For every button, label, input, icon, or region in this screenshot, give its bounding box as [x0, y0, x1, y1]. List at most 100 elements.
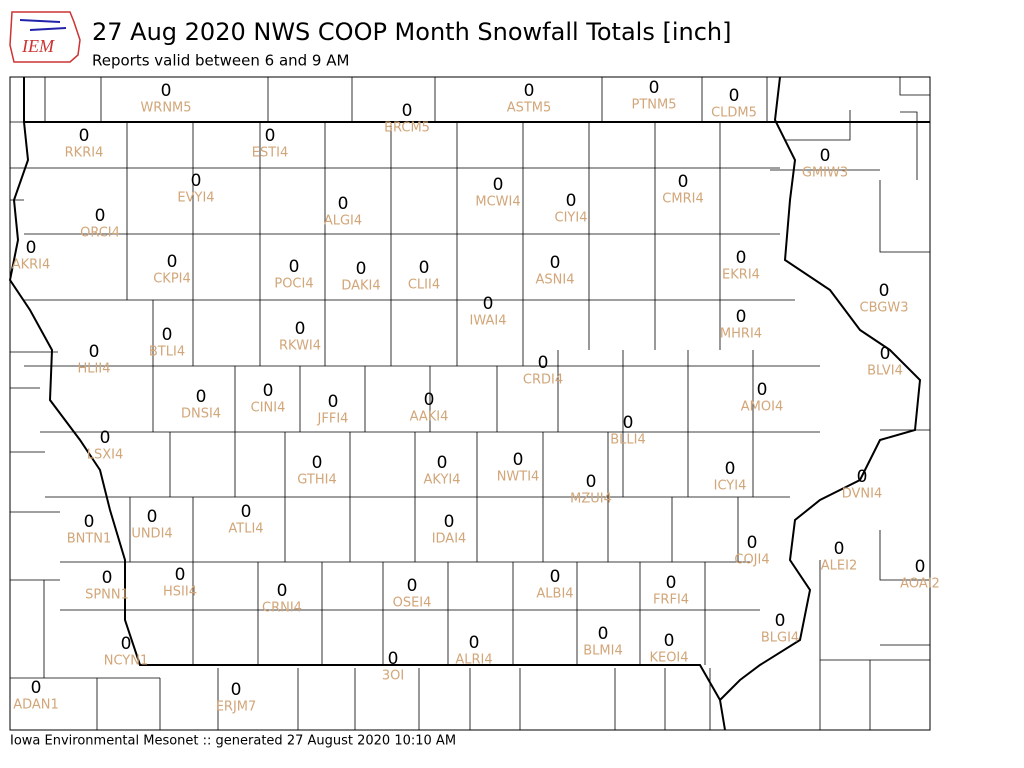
station-value: 0: [338, 194, 349, 214]
station-value: 0: [295, 319, 306, 339]
station-label: DVNI4: [842, 487, 883, 502]
station-value: 0: [649, 78, 660, 98]
station-value: 0: [775, 611, 786, 631]
station-label: ADAN1: [13, 698, 59, 713]
station-label: ASNI4: [536, 273, 575, 288]
station-label: JFFI4: [317, 412, 349, 427]
station-value: 0: [586, 472, 597, 492]
station-label: ERJM7: [216, 700, 257, 715]
station-label: AKYI4: [423, 473, 460, 488]
station-label: DNSI4: [181, 407, 221, 422]
station-value: 0: [880, 344, 891, 364]
station-label: CRNI4: [262, 601, 302, 616]
station-value: 0: [550, 253, 561, 273]
station-label: CIYI4: [555, 211, 588, 226]
station-value: 0: [550, 567, 561, 587]
station-label: ICYI4: [714, 479, 747, 494]
station-value: 0: [89, 342, 100, 362]
station-label: DAKI4: [341, 279, 380, 294]
station-value: 0: [79, 126, 90, 146]
station-value: 0: [879, 281, 890, 301]
station-value: 0: [312, 453, 323, 473]
station-label: CMRI4: [662, 192, 703, 207]
station-value: 0: [31, 678, 42, 698]
station-label: IWAI4: [470, 314, 507, 329]
station-label: CBGW3: [860, 301, 909, 316]
station-label: RKRI4: [65, 146, 104, 161]
station-label: AMOI4: [741, 400, 783, 415]
station-label: GTHI4: [297, 473, 336, 488]
station-value: 0: [102, 568, 113, 588]
station-value: 0: [834, 539, 845, 559]
title: 27 Aug 2020 NWS COOP Month Snowfall Tota…: [92, 18, 731, 46]
station-label: SPNN1: [85, 588, 129, 603]
station-value: 0: [623, 413, 634, 433]
station-label: AKRI4: [12, 258, 51, 273]
station-value: 0: [26, 238, 37, 258]
station-label: BTLI4: [149, 345, 185, 360]
station-label: NWTI4: [497, 470, 540, 485]
station-label: PTNM5: [632, 98, 677, 113]
station-label: BLGI4: [761, 631, 799, 646]
station-label: CLII4: [408, 278, 440, 293]
station-label: KEOI4: [649, 651, 688, 666]
station-label: ASTM5: [507, 101, 552, 116]
station-label: FRFI4: [653, 593, 689, 608]
station-value: 0: [483, 294, 494, 314]
station-value: 0: [524, 81, 535, 101]
station-label: MCWI4: [475, 195, 520, 210]
station-value: 0: [424, 390, 435, 410]
station-value: 0: [513, 450, 524, 470]
station-label: POCI4: [274, 277, 313, 292]
station-label: ALRI4: [455, 653, 492, 668]
station-label: MZUI4: [570, 492, 612, 507]
station-label: WRNM5: [140, 101, 191, 116]
station-value: 0: [388, 649, 399, 669]
station-label: HSII4: [163, 585, 197, 600]
station-label: BNTN1: [67, 532, 112, 547]
station-value: 0: [736, 248, 747, 268]
station-label: CRDI4: [523, 373, 563, 388]
station-value: 0: [538, 353, 549, 373]
station-value: 0: [161, 81, 172, 101]
station-value: 0: [666, 573, 677, 593]
station-label: AOAI2: [900, 577, 940, 592]
station-value: 0: [493, 175, 504, 195]
station-value: 0: [241, 502, 252, 522]
station-value: 0: [407, 576, 418, 596]
station-value: 0: [147, 507, 158, 527]
station-value: 0: [857, 467, 868, 487]
station-value: 0: [437, 453, 448, 473]
station-label: NCYN1: [104, 654, 149, 669]
subtitle: Reports valid between 6 and 9 AM: [92, 52, 349, 70]
station-value: 0: [757, 380, 768, 400]
station-value: 0: [356, 259, 367, 279]
station-value: 0: [167, 252, 178, 272]
station-value: 0: [820, 146, 831, 166]
station-label: CKPI4: [153, 272, 191, 287]
station-label: 3OI: [382, 669, 404, 684]
station-label: BLVI4: [867, 364, 903, 379]
station-value: 0: [100, 428, 111, 448]
station-value: 0: [419, 258, 430, 278]
station-label: ALGI4: [324, 214, 362, 229]
logo-text: IEM: [21, 36, 55, 56]
station-value: 0: [191, 171, 202, 191]
station-label: HLII4: [78, 362, 111, 377]
station-value: 0: [736, 307, 747, 327]
station-label: EVYI4: [177, 191, 214, 206]
station-value: 0: [747, 533, 758, 553]
station-value: 0: [469, 633, 480, 653]
station-label: BRCM5: [384, 121, 430, 136]
station-value: 0: [328, 392, 339, 412]
station-value: 0: [402, 101, 413, 121]
station-value: 0: [598, 624, 609, 644]
station-label: BLLI4: [610, 433, 646, 448]
station-label: AAKI4: [410, 410, 449, 425]
station-label: UNDI4: [131, 527, 172, 542]
station-label: COJI4: [734, 553, 769, 568]
station-label: EKRI4: [722, 268, 760, 283]
station-value: 0: [915, 557, 926, 577]
station-value: 0: [277, 581, 288, 601]
